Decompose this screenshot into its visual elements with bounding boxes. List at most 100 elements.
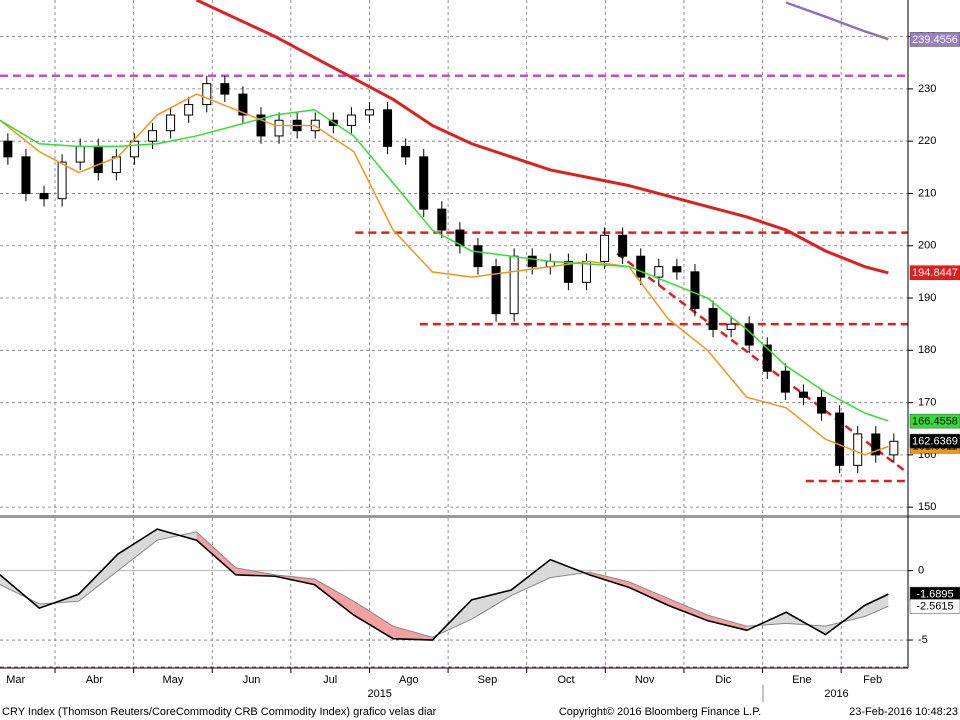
candle-body bbox=[654, 266, 664, 278]
candle-body bbox=[636, 255, 646, 278]
candle-body bbox=[835, 412, 845, 466]
candle-body bbox=[166, 114, 176, 132]
candle-body bbox=[419, 156, 429, 210]
main-panel bbox=[0, 0, 908, 515]
difference-fill bbox=[196, 531, 236, 575]
y-tick-label: 170 bbox=[918, 396, 936, 408]
candle-body bbox=[726, 323, 736, 330]
candle-body bbox=[672, 266, 682, 273]
year-label: 2016 bbox=[824, 688, 848, 700]
last-value-box bbox=[909, 265, 960, 280]
candle-body bbox=[563, 260, 573, 283]
difference-fill bbox=[314, 579, 354, 616]
difference-fill bbox=[353, 601, 394, 639]
difference-fill bbox=[157, 529, 197, 541]
candle-body bbox=[39, 192, 49, 200]
x-tick-label: Ene bbox=[792, 674, 812, 686]
last-value-label: 194.8447 bbox=[912, 267, 958, 279]
candle-body bbox=[3, 140, 13, 158]
candle-body bbox=[600, 234, 610, 262]
last-value-label: -1.6895 bbox=[916, 589, 953, 601]
x-tick-label: Abr bbox=[86, 674, 103, 686]
last-value-label: 162.6369 bbox=[912, 435, 958, 447]
candle-body bbox=[762, 344, 772, 372]
candle-body bbox=[455, 229, 465, 247]
candle-body bbox=[889, 440, 899, 456]
moving-average bbox=[0, 109, 889, 422]
footer-left: CRY Index (Thomson Reuters/CoreCommodity… bbox=[2, 706, 437, 718]
panel-separator bbox=[0, 515, 960, 518]
candle-body bbox=[256, 114, 266, 137]
candle-body bbox=[527, 255, 537, 268]
candle-body bbox=[346, 114, 356, 126]
x-tick-label: Sep bbox=[478, 674, 498, 686]
candle-body bbox=[871, 433, 881, 456]
y-tick-label: 200 bbox=[918, 240, 936, 252]
y-tick-label: 190 bbox=[918, 292, 936, 304]
difference-fill bbox=[864, 594, 889, 617]
candle-body bbox=[93, 145, 103, 174]
last-value-box bbox=[909, 413, 960, 429]
oscillator-line bbox=[0, 528, 889, 641]
candle-body bbox=[184, 104, 194, 116]
y-tick-label: 0 bbox=[918, 565, 924, 577]
candle-body bbox=[798, 391, 808, 398]
moving-average bbox=[0, 93, 889, 456]
y-tick-label: -5 bbox=[918, 634, 928, 646]
footer-right: 23-Feb-2016 10:48:23 bbox=[849, 706, 958, 718]
x-tick-label: Oct bbox=[557, 674, 574, 686]
footer-center: Copyright© 2016 Bloomberg Finance L.P. bbox=[559, 706, 761, 718]
difference-fill bbox=[510, 559, 551, 596]
difference-fill bbox=[707, 615, 747, 631]
last-value-label: 166.4558 bbox=[912, 416, 958, 428]
oscillator-line bbox=[0, 531, 889, 638]
difference-fill bbox=[668, 598, 708, 621]
candle-body bbox=[57, 161, 67, 200]
candle-body bbox=[148, 130, 158, 142]
y-tick-label: 150 bbox=[918, 501, 936, 513]
moving-average bbox=[195, 0, 889, 275]
candle-body bbox=[780, 370, 790, 393]
candle-body bbox=[817, 396, 827, 414]
y-tick-label: 180 bbox=[918, 344, 936, 356]
y-tick-label: 210 bbox=[918, 187, 936, 199]
candle-body bbox=[383, 109, 393, 147]
candle-body bbox=[274, 119, 284, 137]
candle-body bbox=[491, 266, 501, 315]
candle-body bbox=[437, 208, 447, 231]
candle-body bbox=[618, 234, 628, 257]
candle-body bbox=[364, 109, 374, 116]
last-value-label: 239.4556 bbox=[912, 34, 958, 46]
last-value-box bbox=[909, 433, 960, 449]
candle-body bbox=[238, 93, 248, 116]
candle-body bbox=[220, 83, 230, 95]
x-tick-label: Ago bbox=[399, 674, 419, 686]
year-label: 2015 bbox=[367, 688, 391, 700]
candle-body bbox=[708, 307, 718, 330]
difference-fill bbox=[393, 626, 433, 641]
last-value-box bbox=[909, 598, 960, 614]
last-value-label: -2.5615 bbox=[916, 601, 953, 613]
moving-average bbox=[785, 1, 889, 41]
difference-fill bbox=[78, 554, 118, 602]
candle-body bbox=[202, 83, 212, 106]
difference-fill bbox=[117, 529, 158, 571]
candle-body bbox=[509, 255, 519, 315]
y-tick-label: 220 bbox=[918, 135, 936, 147]
x-tick-label: Mar bbox=[6, 674, 25, 686]
difference-fill bbox=[628, 581, 669, 606]
candle-body bbox=[473, 245, 483, 268]
candle-body bbox=[21, 156, 31, 194]
x-tick-label: Dic bbox=[715, 674, 731, 686]
last-value-box bbox=[909, 32, 960, 47]
x-tick-label: Jul bbox=[323, 674, 337, 686]
candle-body bbox=[129, 140, 139, 158]
x-tick-label: Jun bbox=[243, 674, 261, 686]
candle-body bbox=[853, 433, 863, 466]
y-tick-label: 230 bbox=[918, 83, 936, 95]
lower-panel bbox=[0, 518, 908, 665]
candle-body bbox=[401, 145, 411, 158]
x-tick-label: Feb bbox=[863, 674, 882, 686]
x-tick-label: Nov bbox=[635, 674, 655, 686]
